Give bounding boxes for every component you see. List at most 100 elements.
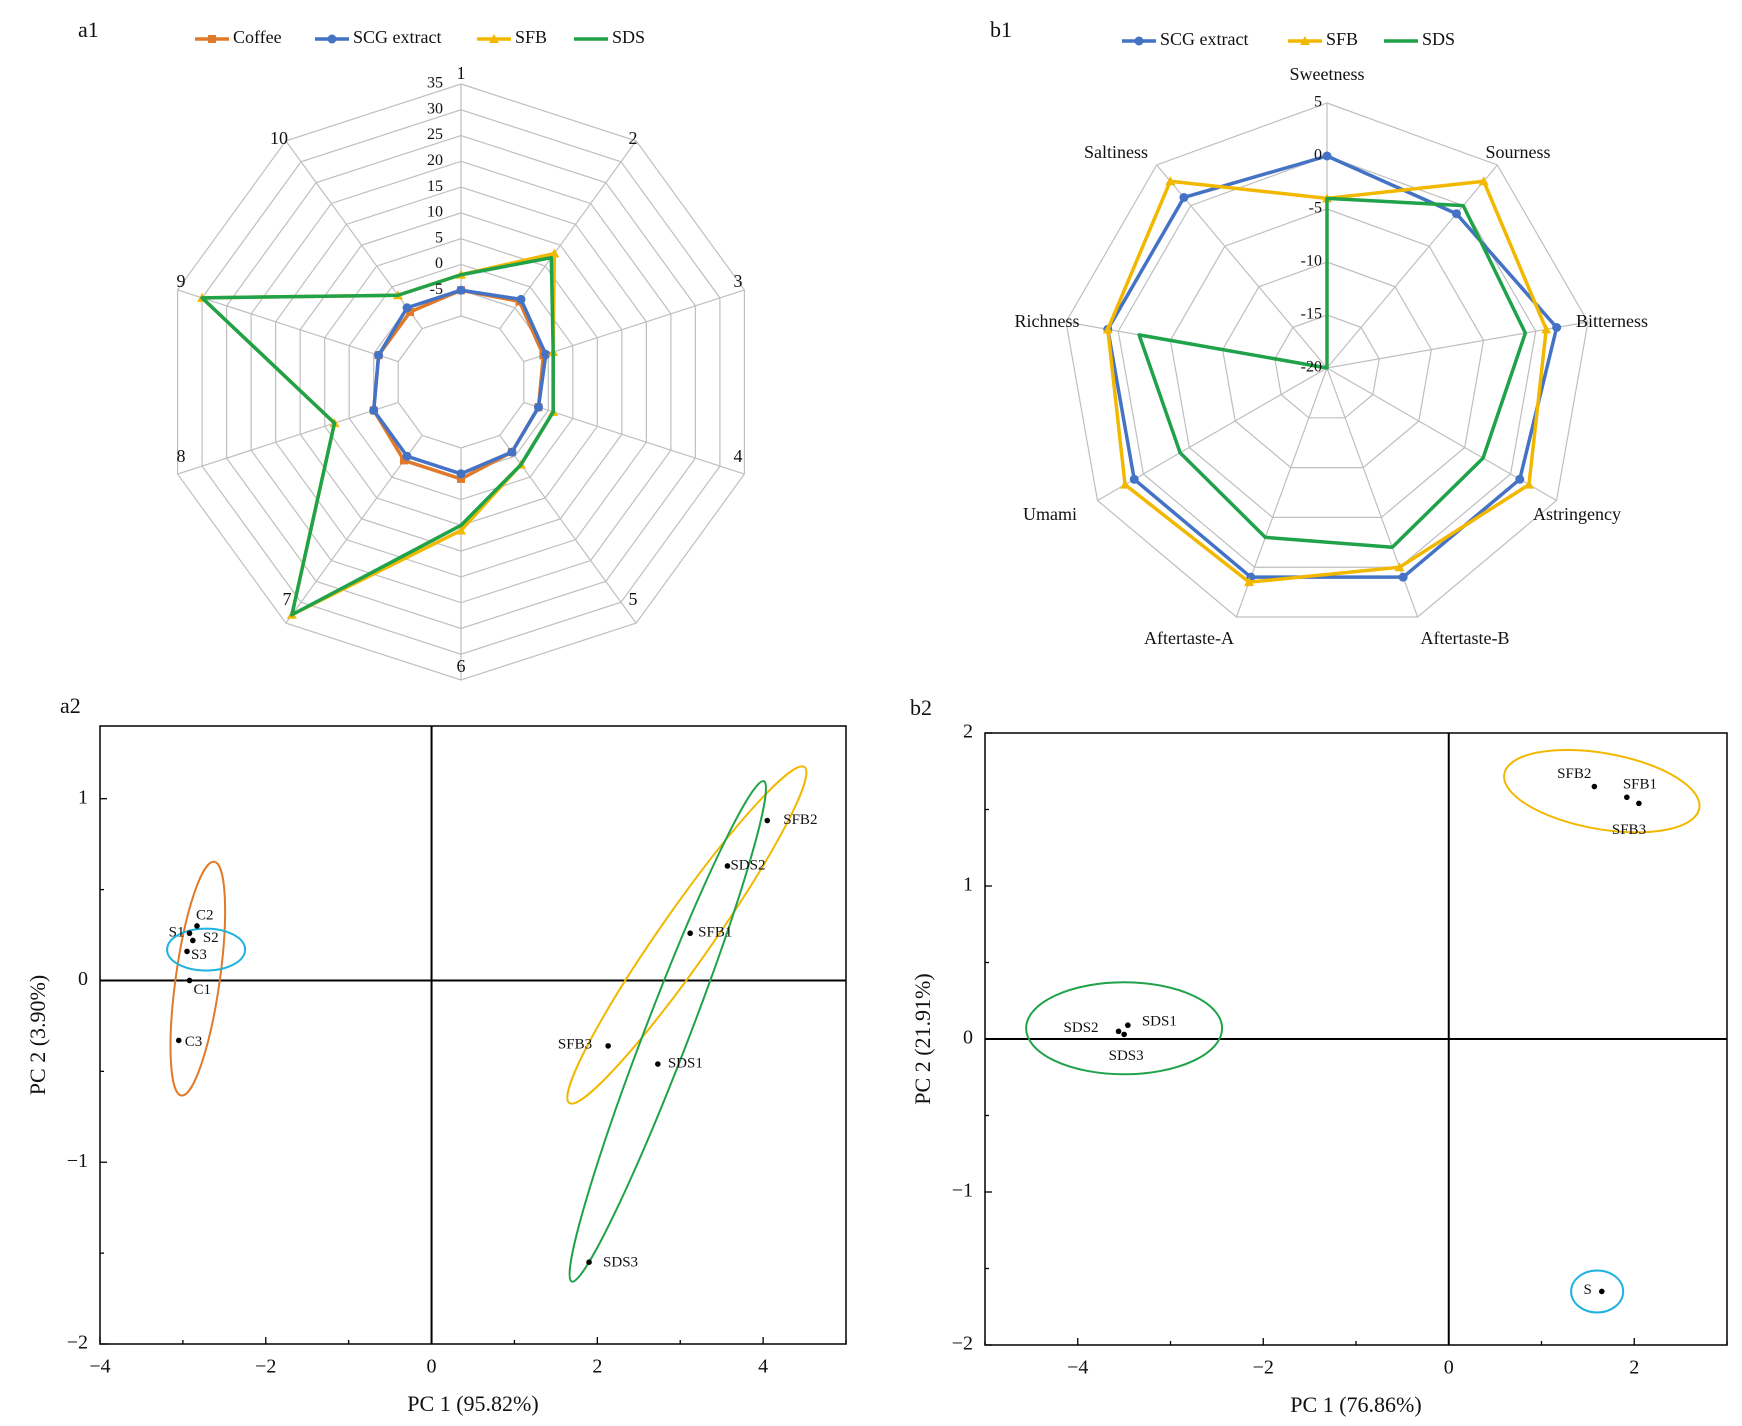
radar-axis-label: Aftertaste-B	[1421, 628, 1510, 648]
radar-point	[456, 525, 466, 535]
radar-axis-label: 8	[177, 446, 186, 466]
radar-series-line	[200, 255, 555, 617]
radar-point	[533, 402, 543, 412]
data-point	[1121, 1031, 1127, 1038]
data-point	[186, 930, 193, 937]
radar-axis-label: Umami	[1023, 504, 1077, 524]
radar-axis-label: 7	[283, 589, 292, 609]
legend-label: SDS	[612, 27, 645, 47]
radar-axis-label: Richness	[1015, 311, 1080, 331]
data-point	[687, 930, 693, 937]
point-label: SDS1	[668, 1056, 703, 1072]
radar-grid-ring	[1117, 155, 1537, 568]
confidence-ellipse	[1570, 1269, 1625, 1314]
data-point	[175, 1037, 182, 1044]
legend-label: SFB	[515, 27, 547, 47]
x-axis-label: PC 1 (95.82%)	[407, 1391, 538, 1416]
y-tick-label: −2	[67, 1332, 88, 1354]
radar-axis-label: Aftertaste-A	[1144, 628, 1234, 648]
radar-point	[369, 405, 379, 415]
y-tick-label: 0	[963, 1027, 973, 1049]
point-label: SFB3	[558, 1036, 592, 1052]
legend-b1: SCG extract SFB SDS	[1122, 29, 1455, 49]
data-point	[586, 1259, 592, 1266]
radar-tick-label: -5	[430, 281, 443, 298]
radar-tick-label: 30	[427, 100, 443, 117]
radar-spoke	[1326, 164, 1498, 369]
data-point	[186, 977, 193, 984]
radar-point	[1179, 192, 1189, 202]
data-point	[184, 948, 190, 955]
radar-axis-label: Sourness	[1485, 142, 1550, 162]
radar-b1: 5 0 -5 -10 -15 -20 Sweetness Sourness Bitterness…	[1015, 29, 1649, 648]
x-axis-label: PC 1 (76.86%)	[1290, 1392, 1421, 1417]
radar-axis-label: Bitterness	[1576, 311, 1648, 331]
radar-point	[402, 303, 412, 313]
point-label: SFB3	[1612, 822, 1646, 838]
y-axis-label: PC 2 (3.90%)	[25, 975, 50, 1095]
point-label: SFB1	[1623, 777, 1657, 793]
confidence-ellipse	[166, 927, 247, 972]
radar-point	[406, 307, 415, 316]
legend-marker	[208, 35, 216, 43]
radar-spoke	[177, 289, 399, 363]
point-label: SFB2	[1557, 766, 1591, 782]
x-tick-label: 2	[592, 1356, 602, 1378]
confidence-ellipse	[1025, 981, 1224, 1076]
radar-tick-label: -10	[1301, 253, 1322, 270]
radar-point	[1398, 572, 1408, 582]
radar-point	[516, 294, 526, 304]
data-point	[764, 817, 771, 824]
legend-marker	[1300, 36, 1310, 45]
radar-series-line	[1137, 196, 1528, 550]
legend-label: SFB	[1326, 29, 1358, 49]
x-tick-label: −4	[89, 1356, 110, 1378]
radar-point	[456, 285, 466, 295]
radar-point	[549, 248, 560, 258]
y-tick-label: 0	[78, 968, 88, 990]
radar-axis-label: Saltiness	[1084, 142, 1148, 162]
panel-letter-a2: a2	[60, 693, 81, 718]
point-label: C3	[185, 1034, 203, 1050]
point-label: S2	[203, 930, 219, 946]
point-label: SDS3	[1109, 1048, 1144, 1064]
y-tick-label: 1	[963, 874, 973, 896]
legend-label: SDS	[1422, 29, 1455, 49]
data-point	[1125, 1022, 1131, 1029]
radar-point	[1165, 176, 1176, 186]
legend-label: SCG extract	[1160, 29, 1248, 49]
panel-letter-b1: b1	[990, 17, 1012, 42]
legend-marker	[327, 34, 337, 44]
radar-axis-label: 4	[734, 446, 743, 466]
x-tick-label: −4	[1067, 1357, 1088, 1379]
radar-grid-ring	[1169, 208, 1485, 519]
point-label: S1	[169, 925, 185, 941]
radar-point	[1552, 323, 1562, 333]
panel-letter-a1: a1	[78, 17, 99, 42]
scatter-b2: −4 −2 0 2 −2 −1 0 1 2 PC 1 (76.86%) PC 2 (21.91%) S…	[910, 721, 1728, 1417]
y-tick-label: −2	[952, 1333, 973, 1355]
point-label: SDS3	[603, 1255, 638, 1271]
point-label: SDS1	[1142, 1014, 1177, 1030]
radar-axis-label: 10	[270, 128, 288, 148]
radar-axis-label: Astringency	[1533, 504, 1621, 524]
point-label: SDS2	[730, 857, 765, 873]
confidence-ellipse	[1503, 748, 1701, 834]
radar-tick-label: 35	[427, 75, 443, 92]
radar-tick-label: 0	[435, 255, 443, 272]
legend-marker	[1134, 36, 1144, 46]
radar-point	[1102, 324, 1113, 334]
radar-tick-label: 10	[427, 204, 443, 221]
radar-spoke	[523, 401, 745, 475]
radar-point	[1120, 479, 1131, 489]
x-tick-label: 0	[1444, 1357, 1454, 1379]
radar-axis-label: 9	[177, 271, 186, 291]
radar-axis-label: 6	[457, 656, 466, 676]
radar-axis-label: 1	[457, 63, 466, 83]
radar-grid-ring	[1221, 261, 1433, 469]
radar-point	[1394, 562, 1405, 572]
x-tick-label: −2	[255, 1356, 276, 1378]
x-tick-label: 0	[427, 1356, 437, 1378]
radar-point	[1478, 176, 1489, 186]
